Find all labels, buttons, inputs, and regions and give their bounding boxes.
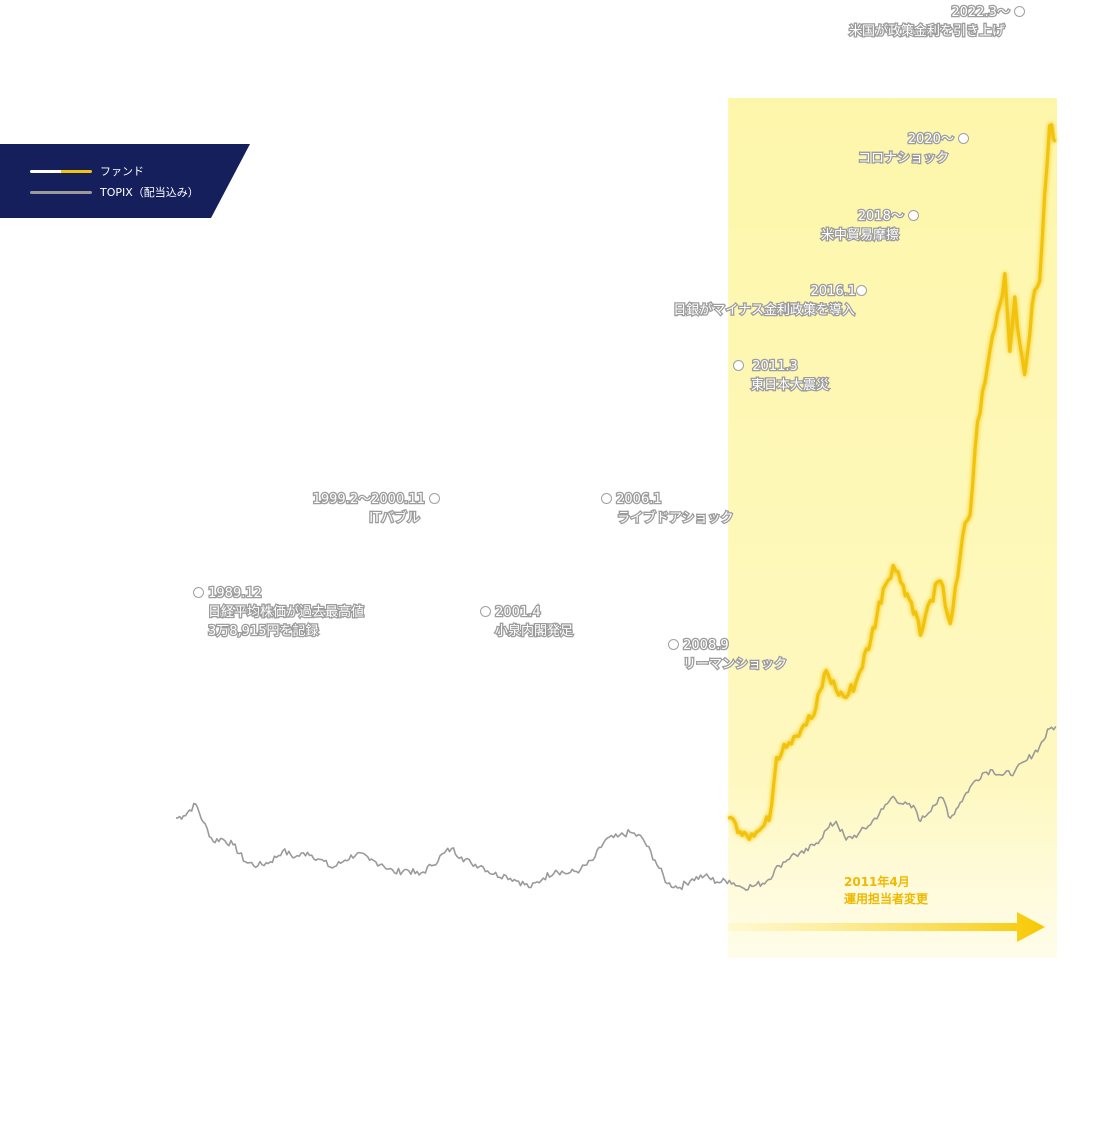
annotation-2008-date: 2008.9 xyxy=(682,637,730,655)
annotation-1989-date: 1989.12 xyxy=(207,585,263,603)
event-marker-icon xyxy=(908,210,919,221)
event-marker-icon xyxy=(429,493,440,504)
manager-change-date: 2011年4月 xyxy=(844,875,910,889)
legend-item-fund: ファンド xyxy=(30,163,144,179)
event-marker-icon xyxy=(193,587,204,598)
annotation-2006-date: 2006.1 xyxy=(615,491,663,509)
legend-label-topix: TOPIX（配当込み） xyxy=(100,186,199,199)
legend-item-topix: TOPIX（配当込み） xyxy=(30,184,199,200)
annotation-2006: 2006.1 ライブドアショック xyxy=(601,490,735,528)
legend: ファンド TOPIX（配当込み） xyxy=(0,144,250,218)
annotation-1999-text: ITバブル xyxy=(368,510,421,528)
event-marker-icon xyxy=(1014,6,1025,17)
legend-swatch-topix xyxy=(30,190,92,194)
series-line-fund xyxy=(727,123,1057,841)
manager-change-text: 運用担当者変更 xyxy=(844,892,929,906)
series-line-topix xyxy=(175,725,1057,891)
annotation-1999: 1999.2～2000.11 ITバブル xyxy=(311,490,440,528)
annotation-1989-text2: 3万8,915円を記録 xyxy=(207,623,320,641)
annotation-1989: 1989.12 日経平均株価が過去最高値 3万8,915円を記録 xyxy=(193,584,366,641)
manager-period-shade xyxy=(728,98,1057,958)
event-marker-icon xyxy=(480,606,491,617)
annotation-2018: 2018～ 米中貿易摩擦 xyxy=(820,207,919,245)
annotation-2008: 2008.9 リーマンショック xyxy=(668,636,789,674)
manager-change-label: 2011年4月 運用担当者変更 xyxy=(844,874,928,908)
annotation-2016-text: 日銀がマイナス金利政策を導入 xyxy=(672,302,856,320)
annotation-2006-text: ライブドアショック xyxy=(616,510,735,528)
annotation-2022-date: 2022.3～ xyxy=(950,4,1011,22)
legend-background xyxy=(0,144,250,218)
annotation-2001-date: 2001.4 xyxy=(494,604,542,622)
annotation-2020-text: コロナショック xyxy=(857,150,951,168)
manager-change-arrow xyxy=(728,912,1045,942)
annotation-1999-date: 1999.2～2000.11 xyxy=(311,491,426,509)
annotation-2022-text: 米国が政策金利を引き上げ xyxy=(848,23,1007,41)
annotation-2011-date: 2011.3 xyxy=(751,358,799,376)
annotation-2020-date: 2020～ xyxy=(906,131,955,149)
event-marker-icon xyxy=(668,639,679,650)
annotation-2001-text: 小泉内閣発足 xyxy=(494,623,575,641)
event-marker-icon xyxy=(958,133,969,144)
annotation-2022: 2022.3～ 米国が政策金利を引き上げ xyxy=(848,3,1025,41)
annotation-2018-date: 2018～ xyxy=(856,208,905,226)
annotation-2020: 2020～ コロナショック xyxy=(857,130,969,168)
annotation-1989-text: 日経平均株価が過去最高値 xyxy=(207,604,366,622)
annotation-2016: 2016.1 日銀がマイナス金利政策を導入 xyxy=(672,282,867,320)
annotation-2016-date: 2016.1 xyxy=(809,283,857,301)
event-marker-icon xyxy=(601,493,612,504)
legend-swatch-fund xyxy=(30,169,92,173)
event-marker-icon xyxy=(856,285,867,296)
legend-label-fund: ファンド xyxy=(100,165,144,178)
annotation-2011-text: 東日本大震災 xyxy=(750,377,831,395)
annotation-2008-text: リーマンショック xyxy=(682,656,789,674)
annotation-2018-text: 米中貿易摩擦 xyxy=(820,227,901,245)
annotation-2011: 2011.3 東日本大震災 xyxy=(733,357,831,395)
event-marker-icon xyxy=(733,360,744,371)
annotation-2001: 2001.4 小泉内閣発足 xyxy=(480,603,575,641)
